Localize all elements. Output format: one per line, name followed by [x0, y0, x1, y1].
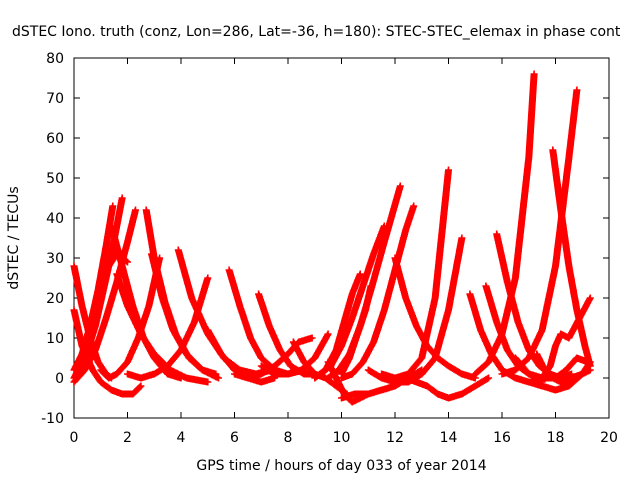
plus-markers — [471, 70, 538, 378]
series-arc-27 — [378, 166, 452, 382]
x-tick-label: 14 — [440, 430, 458, 446]
series-arc-2 — [70, 202, 117, 374]
series-arc-37 — [541, 294, 594, 378]
series-arc-33 — [471, 70, 538, 378]
y-tick-label: 50 — [46, 171, 64, 187]
x-tick-label: 18 — [547, 430, 565, 446]
series-arc-28 — [402, 374, 493, 402]
chart-title: dSTEC Iono. truth (conz, Lon=286, Lat=-3… — [12, 24, 621, 40]
x-tick-label: 12 — [386, 430, 404, 446]
plus-markers — [311, 270, 364, 382]
x-tick-label: 20 — [600, 430, 618, 446]
axes: 0 2 4 6 8 10 12 14 16 18 20 -10 0 10 20 30 40 50 60 70 80 — [41, 51, 618, 446]
plus-markers — [402, 374, 493, 402]
x-tick-label: 8 — [284, 430, 293, 446]
series-arc-21 — [311, 270, 364, 382]
plus-markers — [338, 282, 375, 378]
plus-markers — [391, 254, 479, 382]
y-tick-label: -10 — [41, 411, 64, 427]
plus-markers — [525, 358, 594, 394]
series-arc-29 — [391, 254, 479, 382]
plus-markers — [70, 202, 117, 374]
series-arc-39 — [525, 358, 594, 394]
y-tick-label: 30 — [46, 251, 64, 267]
y-tick-label: 40 — [46, 211, 64, 227]
x-axis-label: GPS time / hours of day 033 of year 2014 — [196, 458, 486, 474]
x-tick-label: 4 — [177, 430, 186, 446]
plus-markers — [316, 222, 388, 378]
series-arc-22 — [316, 222, 388, 378]
y-axis-label: dSTEC / TECUs — [6, 186, 22, 289]
series-arc-7 — [113, 270, 212, 386]
x-tick-label: 2 — [123, 430, 132, 446]
y-tick-label: 10 — [46, 331, 64, 347]
y-tick-label: 70 — [46, 91, 64, 107]
x-tick-label: 6 — [230, 430, 239, 446]
series-arc-38 — [511, 354, 592, 382]
y-tick-label: 20 — [46, 291, 64, 307]
x-tick-label: 16 — [493, 430, 511, 446]
series-arc-25 — [338, 282, 375, 378]
y-tick-label: 80 — [46, 51, 64, 67]
x-tick-label: 10 — [333, 430, 351, 446]
plus-markers — [541, 294, 594, 378]
data-marks — [70, 70, 594, 406]
y-tick-label: 0 — [55, 371, 64, 387]
y-tick-label: 60 — [46, 131, 64, 147]
x-tick-label: 0 — [70, 430, 79, 446]
plus-markers — [511, 354, 592, 382]
plus-markers — [378, 166, 452, 382]
plus-markers — [113, 270, 212, 386]
